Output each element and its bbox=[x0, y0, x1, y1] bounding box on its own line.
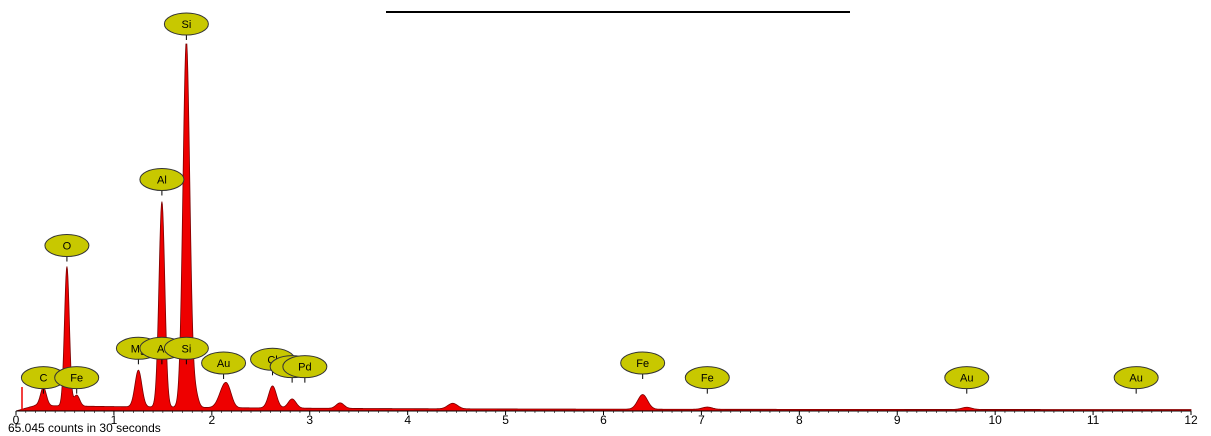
peak-label-text: Al bbox=[157, 343, 167, 355]
peak-label-text: Pd bbox=[298, 362, 311, 374]
x-tick-label: 4 bbox=[404, 413, 411, 427]
spectrum-layer bbox=[15, 43, 1192, 412]
peak-label-text: Au bbox=[960, 373, 973, 385]
peak-label-text: Cl bbox=[267, 354, 277, 366]
spectrum-area bbox=[15, 43, 1192, 412]
peak-label-text: Au bbox=[217, 358, 230, 370]
x-axis: 0 1 2 3 4 5 6 7 8 9 10 11 12 bbox=[13, 410, 1198, 427]
peak-label-oval bbox=[282, 355, 328, 379]
peak-label-o: O bbox=[44, 234, 90, 262]
x-tick-label: 11 bbox=[1087, 413, 1100, 427]
peak-label-text: Fe bbox=[636, 358, 649, 370]
x-tick-label: 9 bbox=[894, 413, 901, 427]
peak-label-oval bbox=[620, 351, 666, 375]
peak-label-text: Si bbox=[181, 19, 191, 31]
peak-label-au: Au bbox=[944, 366, 990, 394]
peak-label-fe: Fe bbox=[54, 366, 100, 394]
x-tick-label: 8 bbox=[796, 413, 803, 427]
peak-label-oval bbox=[139, 167, 185, 191]
peak-label-si: Si bbox=[163, 336, 209, 365]
peak-label-oval bbox=[44, 234, 90, 258]
peak-label-au: Au bbox=[201, 351, 247, 379]
peak-label-text: Fe bbox=[70, 373, 83, 385]
x-tick-label: 0 bbox=[13, 413, 20, 427]
peak-label-text: Au bbox=[1129, 373, 1142, 385]
x-tick-label: 7 bbox=[698, 413, 705, 427]
peak-label-text: Fe bbox=[701, 373, 714, 385]
peak-label-au: Au bbox=[1113, 366, 1159, 394]
peak-label-text: Al bbox=[157, 174, 167, 186]
peak-label-oval bbox=[684, 366, 730, 390]
peak-label-fe: Fe bbox=[620, 351, 666, 379]
x-tick-label: 10 bbox=[988, 413, 1002, 427]
peak-label-text: Si bbox=[181, 343, 191, 355]
x-tick-label: 6 bbox=[600, 413, 607, 427]
peak-label-oval bbox=[944, 366, 990, 390]
peak-label-al: Al bbox=[139, 167, 185, 196]
peak-label-oval bbox=[163, 12, 209, 36]
element-labels: SiAlOMgAlSiClAuPPdCFeFeFeAuAu bbox=[20, 12, 1159, 394]
counts-footer: 65.045 counts in 30 seconds bbox=[8, 421, 161, 435]
peak-label-pd: Pd bbox=[282, 355, 328, 383]
peak-label-oval bbox=[54, 366, 100, 390]
peak-label-si: Si bbox=[163, 12, 209, 40]
peak-label-oval bbox=[201, 351, 247, 375]
x-tick-label: 2 bbox=[208, 413, 215, 427]
x-tick-label: 5 bbox=[502, 413, 509, 427]
x-tick-label: 1 bbox=[111, 413, 118, 427]
peak-label-text: C bbox=[39, 373, 47, 385]
peak-label-text: O bbox=[63, 241, 72, 253]
peak-label-oval bbox=[163, 336, 209, 360]
x-tick-label: 12 bbox=[1184, 413, 1198, 427]
peak-label-oval bbox=[1113, 366, 1159, 390]
peak-label-fe: Fe bbox=[684, 366, 730, 394]
x-tick-label: 3 bbox=[306, 413, 313, 427]
